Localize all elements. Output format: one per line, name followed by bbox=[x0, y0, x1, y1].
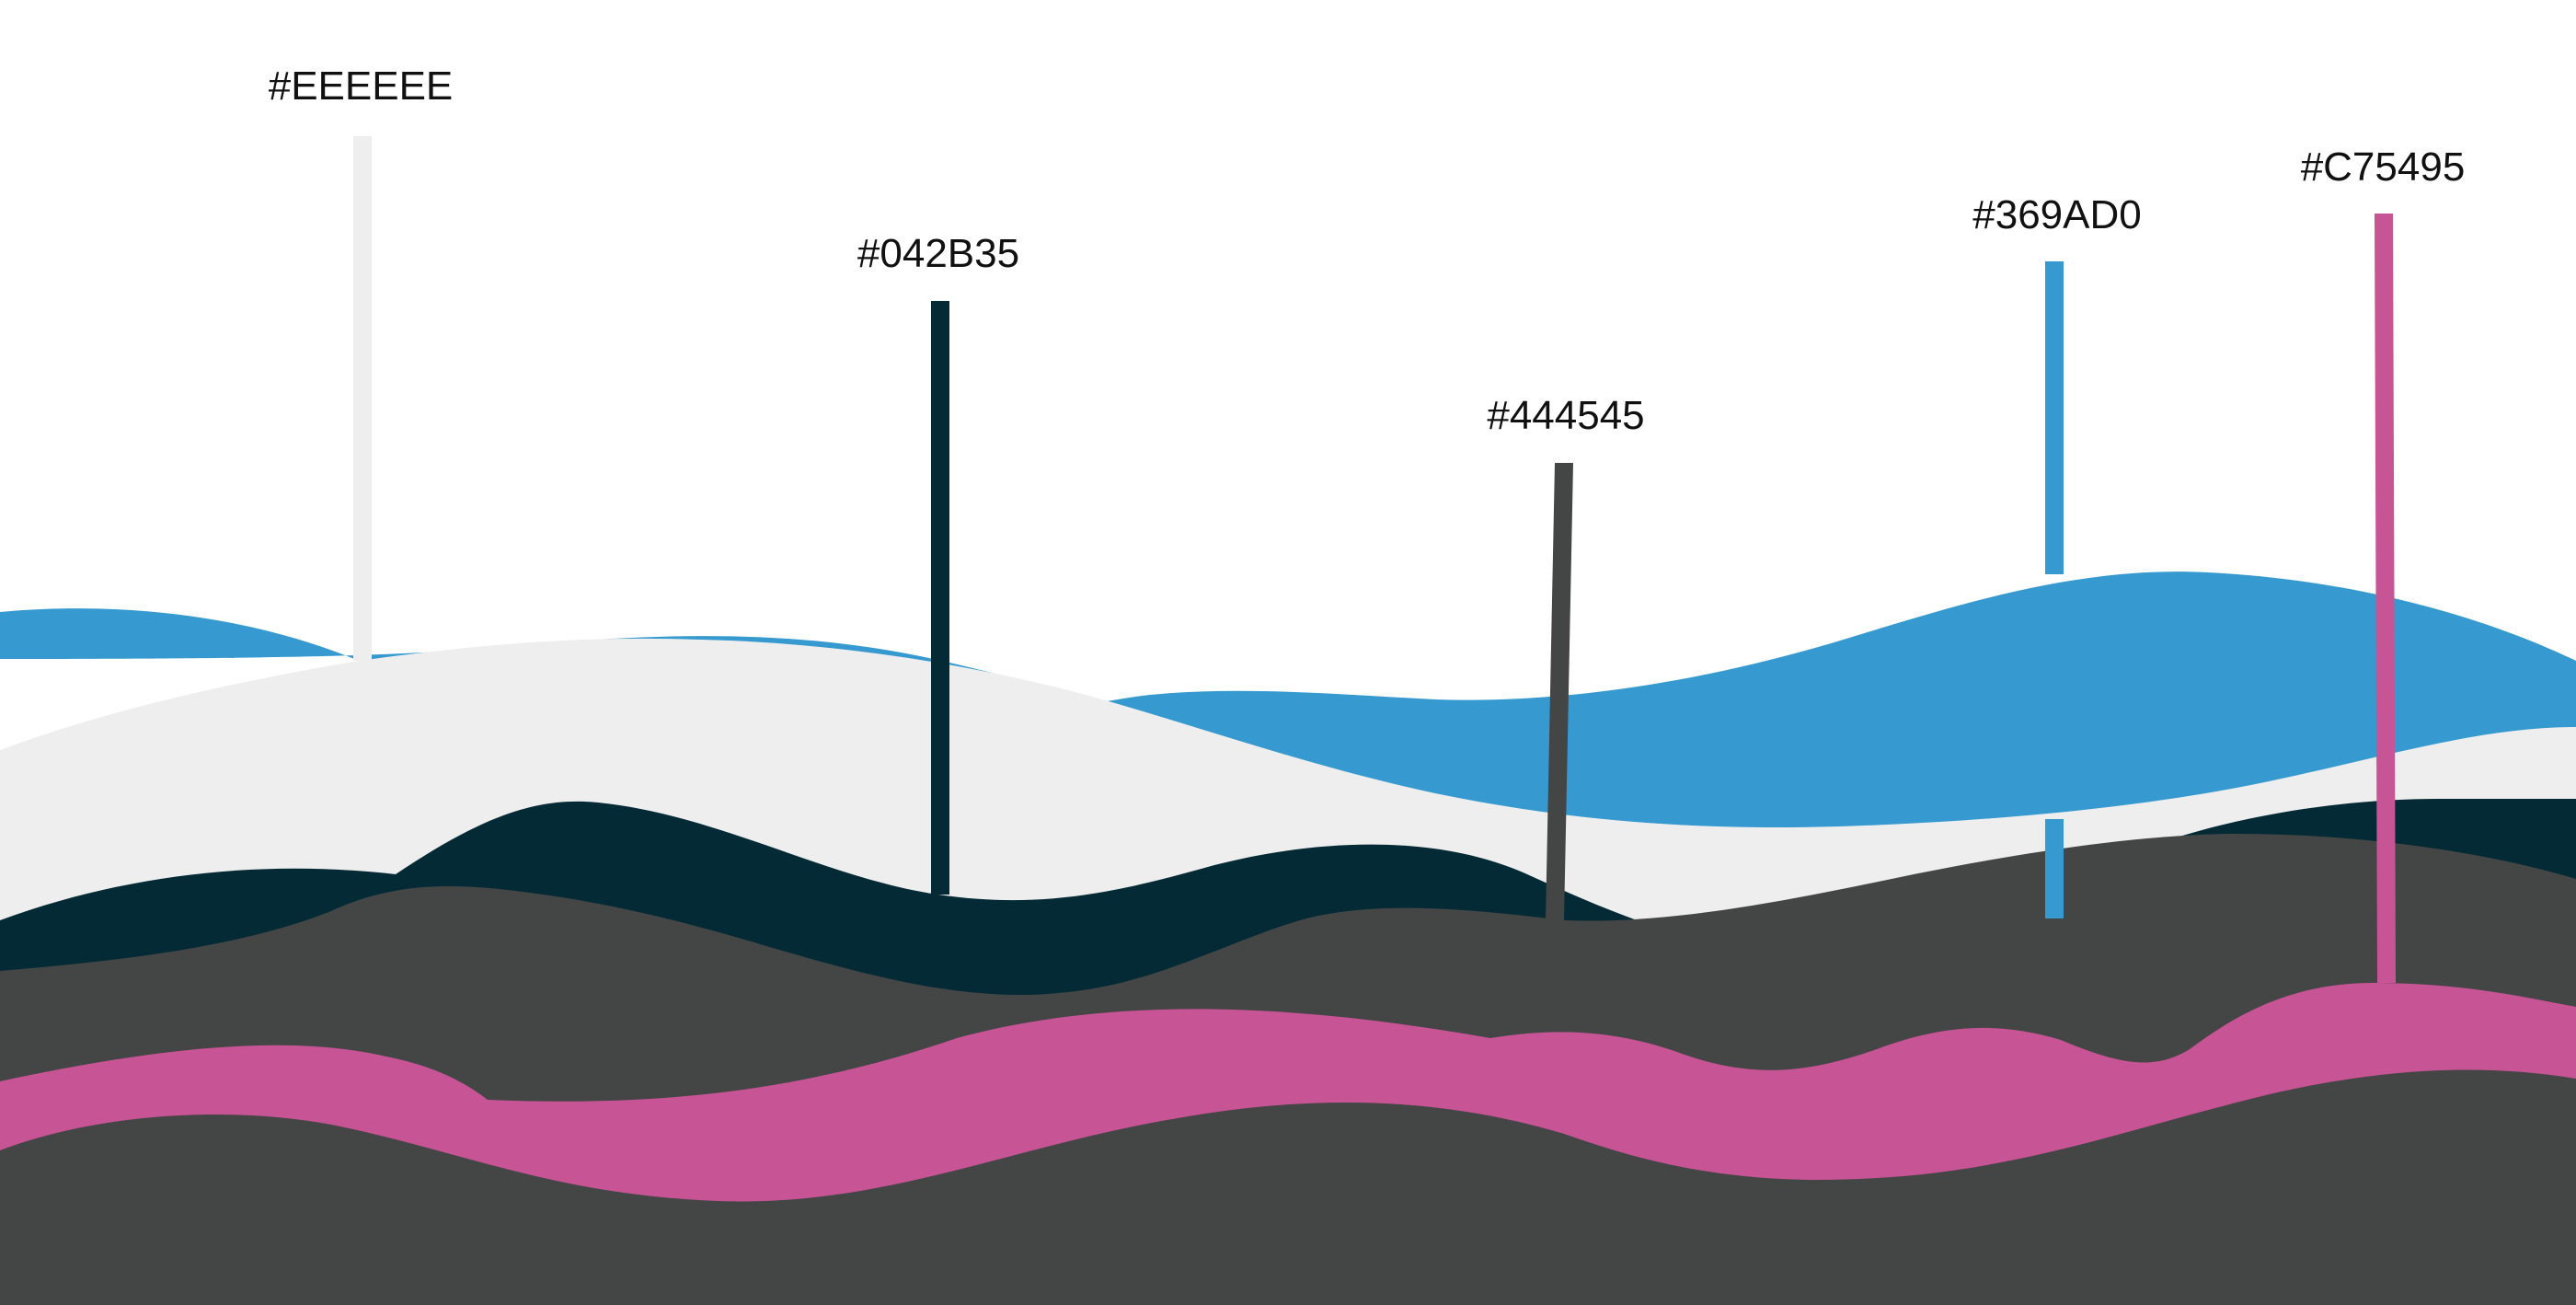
swatch-label-042b35: #042B35 bbox=[857, 231, 1019, 276]
swatch-label-444545: #444545 bbox=[1487, 393, 1644, 438]
swatch-label-c75495: #C75495 bbox=[2301, 144, 2466, 190]
swatch-label-eeeeee: #EEEEEE bbox=[269, 64, 454, 109]
band-369ad0 bbox=[0, 572, 2576, 828]
connector-line-042b35 bbox=[931, 301, 949, 895]
connector-line-444545 bbox=[1546, 463, 1573, 920]
swatch-label-369ad0: #369AD0 bbox=[1972, 192, 2141, 237]
connector-line-369ad0-lower bbox=[2045, 819, 2064, 918]
connector-line-369ad0 bbox=[2045, 261, 2064, 574]
connector-line-eeeeee bbox=[353, 136, 372, 661]
band-c75495 bbox=[0, 983, 2576, 1202]
connector-line-c75495 bbox=[2375, 214, 2396, 983]
